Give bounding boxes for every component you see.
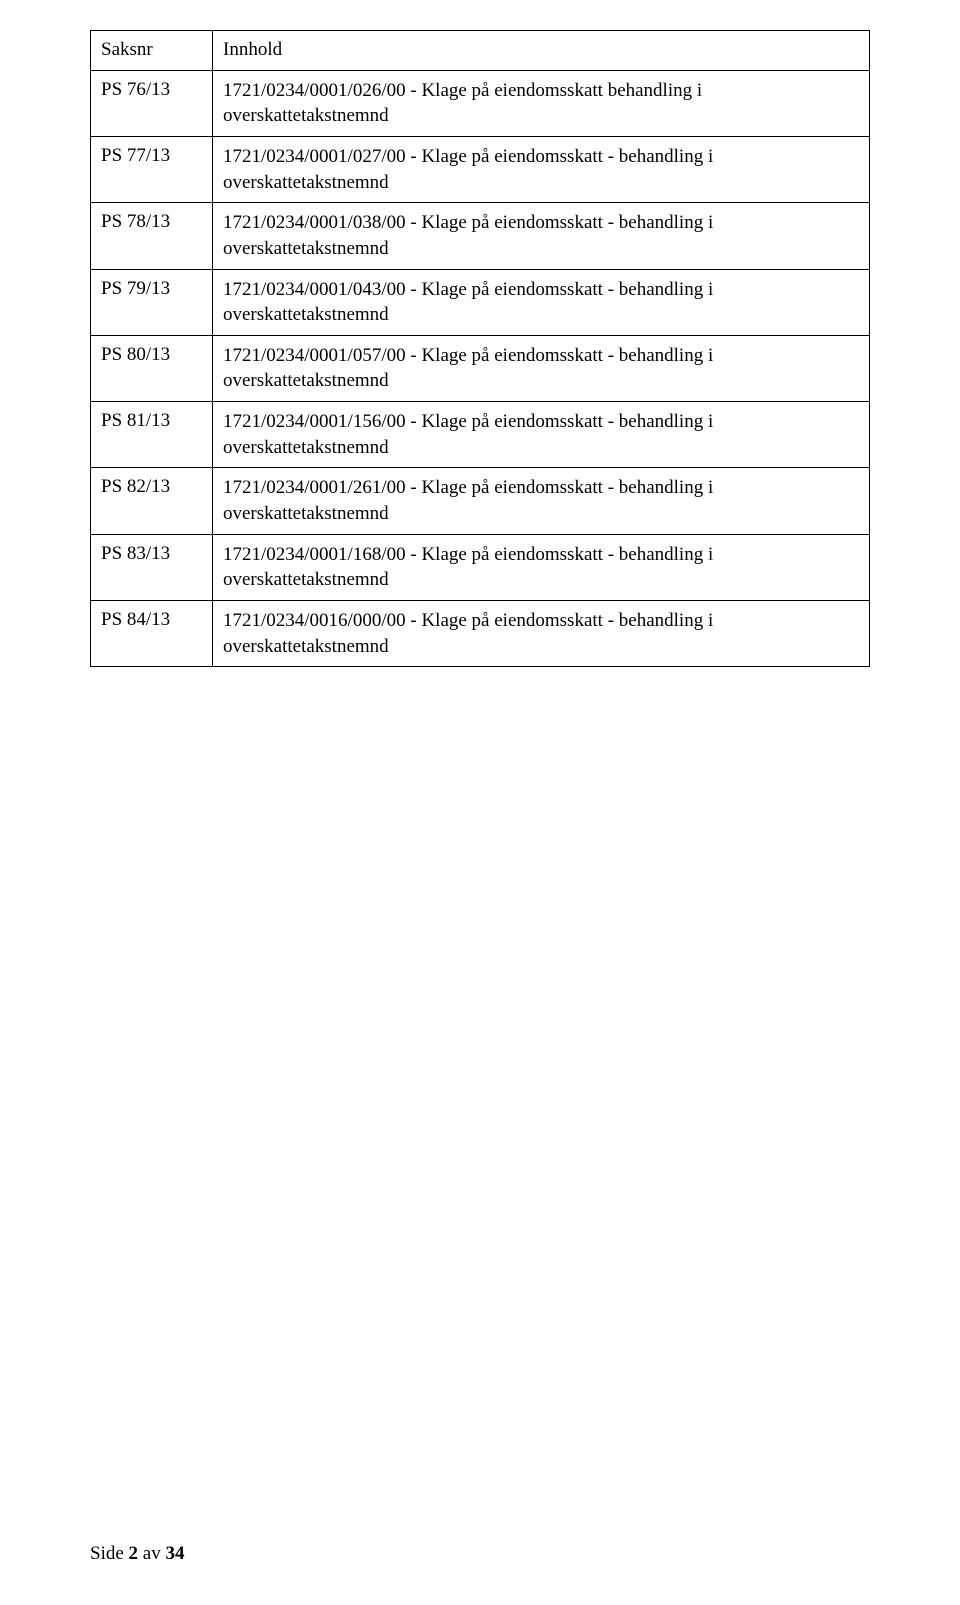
table-row: PS 82/13 1721/0234/0001/261/00 - Klage p… bbox=[91, 468, 870, 534]
table-body: PS 76/13 1721/0234/0001/026/00 - Klage p… bbox=[91, 70, 870, 667]
cell-innhold: 1721/0234/0001/057/00 - Klage på eiendom… bbox=[213, 335, 870, 401]
table-row: PS 76/13 1721/0234/0001/026/00 - Klage p… bbox=[91, 70, 870, 136]
cell-saksnr: PS 77/13 bbox=[91, 136, 213, 202]
footer-prefix: Side bbox=[90, 1543, 129, 1564]
cell-innhold: 1721/0234/0001/168/00 - Klage på eiendom… bbox=[213, 534, 870, 600]
cell-innhold: 1721/0234/0001/038/00 - Klage på eiendom… bbox=[213, 203, 870, 269]
cell-saksnr: PS 84/13 bbox=[91, 600, 213, 666]
cell-saksnr: PS 79/13 bbox=[91, 269, 213, 335]
cell-innhold: 1721/0234/0016/000/00 - Klage på eiendom… bbox=[213, 600, 870, 666]
page-footer: Side 2 av 34 bbox=[90, 1543, 184, 1565]
cell-innhold: 1721/0234/0001/156/00 - Klage på eiendom… bbox=[213, 402, 870, 468]
table-row: PS 83/13 1721/0234/0001/168/00 - Klage p… bbox=[91, 534, 870, 600]
table-row: PS 81/13 1721/0234/0001/156/00 - Klage p… bbox=[91, 402, 870, 468]
header-innhold: Innhold bbox=[213, 31, 870, 71]
cell-innhold: 1721/0234/0001/027/00 - Klage på eiendom… bbox=[213, 136, 870, 202]
table-row: PS 84/13 1721/0234/0016/000/00 - Klage p… bbox=[91, 600, 870, 666]
cell-saksnr: PS 83/13 bbox=[91, 534, 213, 600]
table-row: PS 78/13 1721/0234/0001/038/00 - Klage p… bbox=[91, 203, 870, 269]
table-header-row: Saksnr Innhold bbox=[91, 31, 870, 71]
footer-current-page: 2 bbox=[129, 1543, 139, 1564]
footer-separator: av bbox=[138, 1543, 165, 1564]
cell-saksnr: PS 76/13 bbox=[91, 70, 213, 136]
table-row: PS 80/13 1721/0234/0001/057/00 - Klage p… bbox=[91, 335, 870, 401]
cell-innhold: 1721/0234/0001/026/00 - Klage på eiendom… bbox=[213, 70, 870, 136]
document-table: Saksnr Innhold PS 76/13 1721/0234/0001/0… bbox=[90, 30, 870, 667]
cell-innhold: 1721/0234/0001/261/00 - Klage på eiendom… bbox=[213, 468, 870, 534]
cell-saksnr: PS 82/13 bbox=[91, 468, 213, 534]
cell-saksnr: PS 78/13 bbox=[91, 203, 213, 269]
table-row: PS 77/13 1721/0234/0001/027/00 - Klage p… bbox=[91, 136, 870, 202]
cell-saksnr: PS 81/13 bbox=[91, 402, 213, 468]
footer-total-pages: 34 bbox=[165, 1543, 184, 1564]
cell-innhold: 1721/0234/0001/043/00 - Klage på eiendom… bbox=[213, 269, 870, 335]
header-saksnr: Saksnr bbox=[91, 31, 213, 71]
cell-saksnr: PS 80/13 bbox=[91, 335, 213, 401]
table-row: PS 79/13 1721/0234/0001/043/00 - Klage p… bbox=[91, 269, 870, 335]
